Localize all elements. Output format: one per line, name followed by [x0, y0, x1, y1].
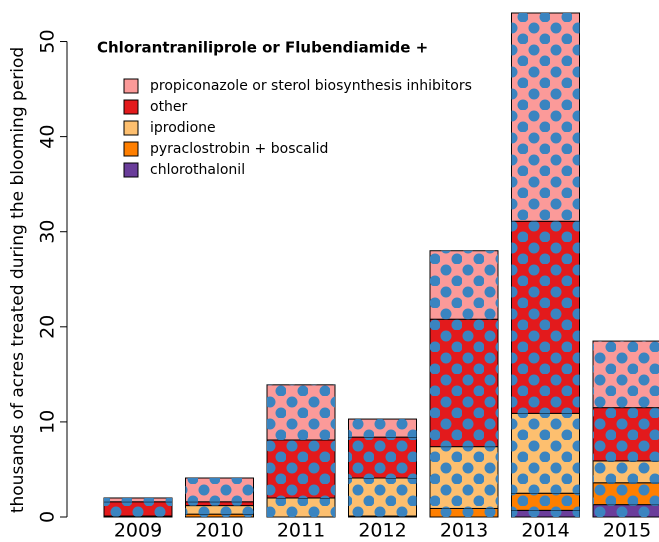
- bar-pattern: [511, 493, 580, 511]
- legend-label: other: [150, 99, 188, 115]
- bar-pattern: [430, 508, 498, 517]
- legend-label: chlorothalonil: [150, 162, 245, 178]
- bar-pattern: [185, 478, 254, 502]
- bar-pattern: [511, 13, 580, 222]
- bar-pattern: [593, 460, 659, 483]
- legend-label: pyraclostrobin + boscalid: [150, 141, 328, 157]
- x-tick-label: 2011: [277, 520, 325, 542]
- y-tick-label: 20: [37, 315, 59, 339]
- bar-pattern: [348, 437, 417, 479]
- y-tick-label: 50: [37, 29, 59, 53]
- x-tick-label: 2014: [521, 520, 569, 542]
- y-axis-label: thousands of acres treated during the bl…: [8, 47, 28, 513]
- bar-pattern: [104, 501, 172, 517]
- bar-pattern: [593, 504, 659, 517]
- legend-label: propiconazole or sterol biosynthesis inh…: [150, 78, 472, 94]
- bar-pattern: [593, 482, 659, 505]
- bar-pattern: [593, 407, 659, 461]
- bar-pattern: [348, 478, 417, 517]
- bar-pattern: [511, 510, 580, 517]
- bar-pattern: [430, 250, 498, 320]
- x-tick-label: 2010: [195, 520, 243, 542]
- y-tick-label: 30: [37, 220, 59, 244]
- bar-pattern: [267, 497, 335, 517]
- bar-pattern: [511, 413, 580, 494]
- legend-swatch: [123, 78, 139, 94]
- bar-pattern: [267, 384, 335, 440]
- bar-pattern: [267, 439, 335, 498]
- bar-pattern: [185, 501, 254, 506]
- x-tick-label: 2012: [358, 520, 406, 542]
- legend-swatch: [123, 162, 139, 178]
- bar-pattern: [511, 221, 580, 414]
- chart-title: Chlorantraniliprole or Flubendiamide +: [97, 39, 428, 57]
- x-tick-label: 2015: [603, 520, 651, 542]
- legend-label: iprodione: [150, 120, 216, 136]
- legend-swatch: [123, 141, 139, 157]
- y-tick-label: 0: [37, 511, 59, 523]
- y-tick-label: 40: [37, 125, 59, 149]
- bar-pattern: [430, 446, 498, 509]
- bar-pattern: [185, 514, 254, 517]
- bar-pattern: [593, 341, 659, 408]
- bar-pattern: [348, 419, 417, 438]
- y-tick-label: 10: [37, 410, 59, 434]
- legend-swatch: [123, 120, 139, 136]
- bar-pattern: [185, 505, 254, 515]
- x-tick-label: 2013: [440, 520, 488, 542]
- x-tick-label: 2009: [114, 520, 162, 542]
- bar-pattern: [430, 319, 498, 447]
- legend-swatch: [123, 99, 139, 115]
- bar-pattern: [104, 497, 172, 502]
